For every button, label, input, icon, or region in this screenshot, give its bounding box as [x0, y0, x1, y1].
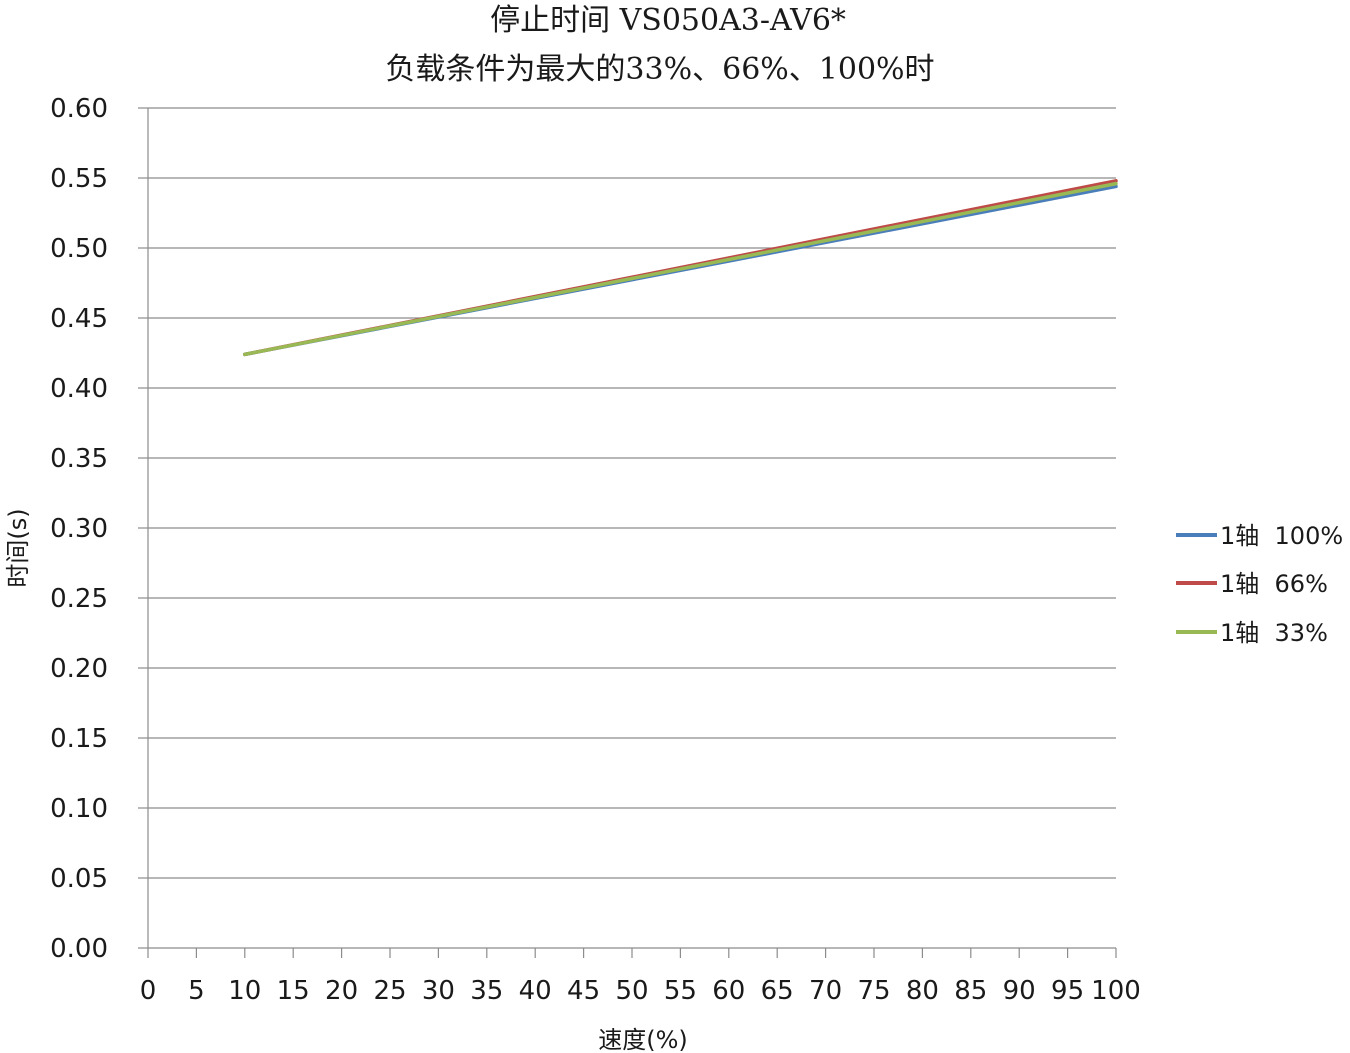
- x-tick-labels: 0 5 10 15 20 25 30 35 40 45 50 55 60 65 70 75 80 85 90 95 10…: [140, 976, 1141, 1006]
- legend-label-0: 1轴 100%: [1220, 522, 1343, 550]
- x-tick-label: 45: [567, 976, 600, 1006]
- y-axis-label: 时间(s): [4, 508, 32, 587]
- x-tick-label: 55: [664, 976, 697, 1006]
- y-tick-labels: 0.00 0.05 0.10 0.15 0.20 0.25 0.30 0.35 0.40 0.45…: [50, 94, 108, 964]
- x-tick-label: 85: [954, 976, 987, 1006]
- x-tick-label: 95: [1051, 976, 1084, 1006]
- x-tick-label: 25: [373, 976, 406, 1006]
- series-lines: [243, 179, 1118, 357]
- legend-label-1: 1轴 66%: [1220, 570, 1328, 598]
- y-tick-label: 0.15: [50, 724, 108, 754]
- y-tick-label: 0.60: [50, 94, 108, 124]
- y-tick-label: 0.35: [50, 444, 108, 474]
- x-tick-label: 15: [277, 976, 310, 1006]
- legend-label-2: 1轴 33%: [1220, 619, 1328, 647]
- x-tick-label: 20: [325, 976, 358, 1006]
- axes: [147, 108, 1117, 958]
- x-tick-label: 75: [857, 976, 890, 1006]
- y-tick-label: 0.45: [50, 304, 108, 334]
- legend: 1轴 100% 1轴 66% 1轴 33%: [1176, 522, 1343, 647]
- gridlines: [138, 107, 1116, 949]
- y-tick-label: 0.50: [50, 234, 108, 264]
- chart-title-line-1: 停止时间 VS050A3-AV6*: [490, 3, 846, 38]
- y-tick-label: 0.30: [50, 514, 108, 544]
- series-line-2: [243, 181, 1118, 357]
- y-tick-label: 0.00: [50, 934, 108, 964]
- y-tick-label: 0.05: [50, 864, 108, 894]
- x-tick-label: 5: [188, 976, 205, 1006]
- chart-title-line-2: 负载条件为最大的33%、66%、100%时: [385, 52, 934, 87]
- x-tick-label: 30: [422, 976, 455, 1006]
- x-tick-label: 35: [470, 976, 503, 1006]
- x-tick-label: 50: [615, 976, 648, 1006]
- y-tick-label: 0.55: [50, 164, 108, 194]
- y-tick-label: 0.20: [50, 654, 108, 684]
- x-axis-label: 速度(%): [598, 1026, 688, 1053]
- x-tick-label: 0: [140, 976, 157, 1006]
- x-tick-label: 40: [519, 976, 552, 1006]
- x-tick-label: 65: [761, 976, 794, 1006]
- x-tick-label: 10: [228, 976, 261, 1006]
- x-tick-label: 70: [809, 976, 842, 1006]
- y-tick-label: 0.40: [50, 374, 108, 404]
- y-tick-label: 0.10: [50, 794, 108, 824]
- x-tick-label: 90: [1003, 976, 1036, 1006]
- x-tick-label: 80: [906, 976, 939, 1006]
- y-tick-label: 0.25: [50, 584, 108, 614]
- x-tick-label: 60: [712, 976, 745, 1006]
- x-tick-label: 100: [1091, 976, 1141, 1006]
